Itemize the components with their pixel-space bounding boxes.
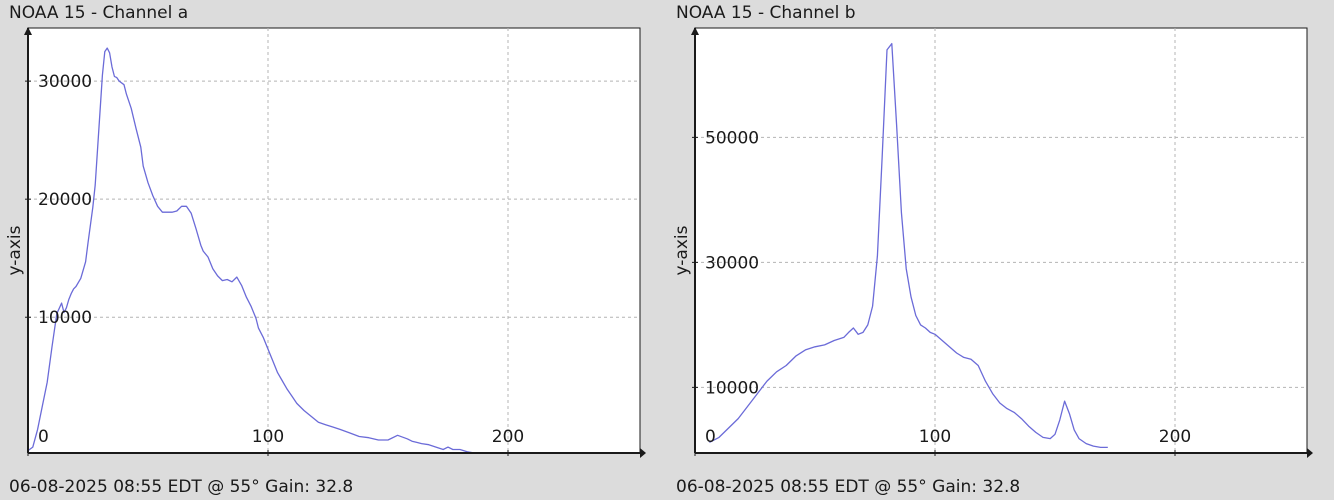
chart-panel-b: NOAA 15 - Channel b 10000 30000 50000 0 100 2… xyxy=(667,0,1327,500)
line-chart: 10000 20000 30000 0 100 200 y-axis xyxy=(5,27,646,458)
chart-title: NOAA 15 - Channel b xyxy=(676,3,856,23)
y-tick-label: 50000 xyxy=(705,128,759,148)
y-tick-label: 10000 xyxy=(705,378,759,398)
y-axis-arrow xyxy=(24,27,32,35)
x-tick-label: 0 xyxy=(705,427,716,447)
plot-area xyxy=(27,27,641,454)
y-tick-label: 30000 xyxy=(38,72,92,92)
x-tick-label: 200 xyxy=(1159,427,1191,447)
x-tick-label: 100 xyxy=(919,427,951,447)
chart-title: NOAA 15 - Channel a xyxy=(9,3,189,23)
y-tick-label: 30000 xyxy=(705,253,759,273)
series-line xyxy=(27,47,494,454)
chart-panel-a: NOAA 15 - Channel a 10000 20000 30000 0 100 2… xyxy=(0,0,660,500)
x-axis-arrow xyxy=(640,448,646,458)
x-tick-label: 200 xyxy=(492,427,524,447)
line-chart: 10000 30000 50000 0 100 200 y-axis xyxy=(672,27,1313,458)
chart-footer: 06-08-2025 08:55 EDT @ 55° Gain: 32.8 xyxy=(9,477,354,497)
chart-footer: 06-08-2025 08:55 EDT @ 55° Gain: 32.8 xyxy=(676,477,1021,497)
y-tick-label: 10000 xyxy=(38,308,92,328)
y-axis-title: y-axis xyxy=(672,225,692,275)
y-axis-title: y-axis xyxy=(5,225,25,275)
series-line xyxy=(709,42,1108,449)
y-tick-label: 20000 xyxy=(38,190,92,210)
x-tick-label: 100 xyxy=(252,427,284,447)
y-axis-arrow xyxy=(691,27,699,35)
x-tick-label: 0 xyxy=(38,427,49,447)
x-axis-arrow xyxy=(1307,448,1313,458)
plot-area xyxy=(694,27,1308,454)
